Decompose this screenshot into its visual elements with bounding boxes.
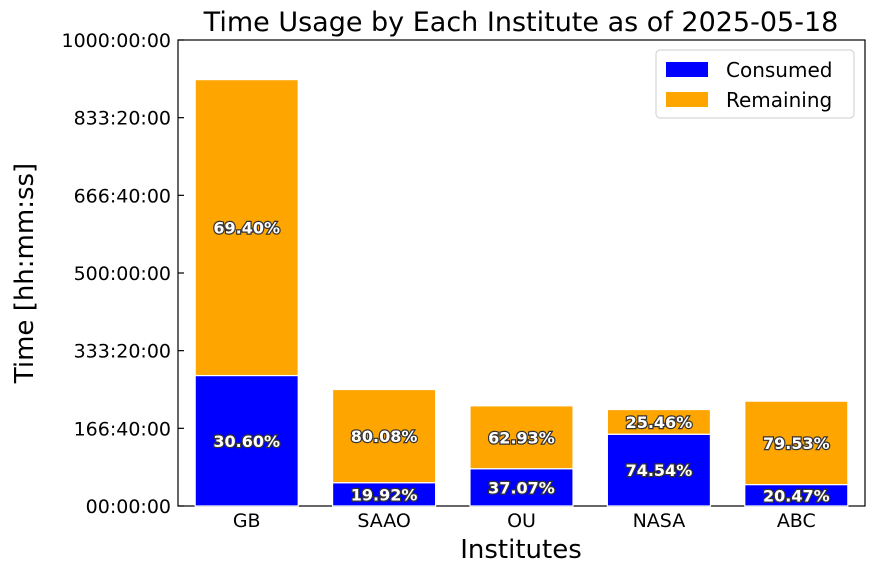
bar-percent-label: 19.92% — [351, 485, 418, 504]
bars — [194, 79, 849, 507]
legend-swatch-consumed — [666, 62, 708, 77]
bar-percent-label: 25.46% — [626, 413, 693, 432]
x-tick-label: SAAO — [357, 510, 411, 532]
y-tick-label: 166:40:00 — [74, 418, 171, 440]
bar-remaining-saao — [331, 388, 437, 484]
y-tick-label: 833:20:00 — [74, 108, 171, 130]
y-tick-label: 00:00:00 — [86, 496, 171, 518]
bar-percent-label: 62.93% — [488, 428, 555, 447]
y-tick-label: 666:40:00 — [74, 185, 171, 207]
bar-remaining-gb — [194, 79, 299, 377]
bar-percent-label: 69.40% — [213, 219, 280, 238]
bar-consumed-nasa — [606, 433, 712, 507]
x-axis-title: Institutes — [460, 535, 582, 565]
bar-percent-label: 74.54% — [626, 461, 693, 480]
legend-swatch-remaining — [666, 92, 708, 107]
legend-label-consumed: Consumed — [726, 58, 832, 82]
bar-percent-label: 80.08% — [351, 427, 418, 446]
bar-percent-label: 30.60% — [213, 432, 280, 451]
x-tick-label: NASA — [633, 510, 686, 532]
bar-remaining-nasa — [606, 408, 712, 435]
y-axis-title: Time [hh:mm:ss] — [10, 163, 40, 384]
chart-title: Time Usage by Each Institute as of 2025-… — [203, 7, 839, 38]
bar-remaining-abc — [744, 400, 849, 486]
bar-percent-label: 20.47% — [763, 486, 830, 505]
legend-label-remaining: Remaining — [726, 88, 832, 112]
x-tick-label: GB — [233, 510, 261, 532]
bar-remaining-ou — [469, 405, 574, 470]
x-tick-label: ABC — [777, 510, 816, 532]
y-tick-label: 500:00:00 — [74, 263, 171, 285]
bar-percent-label: 79.53% — [763, 434, 830, 453]
bar-labels: 30.60% 19.92% 37.07% 74.54% 20.47% 69.40% 80.0… — [212, 217, 831, 506]
y-tick-label: 1000:00:00 — [61, 30, 171, 52]
y-tick-label: 333:20:00 — [74, 341, 171, 363]
x-tick-label: OU — [507, 510, 536, 532]
axes: 00:00:00 166:40:00 333:20:00 500:00:00 666:4… — [61, 30, 866, 532]
bar-consumed-gb — [194, 374, 299, 507]
legend: Consumed Remaining — [655, 49, 855, 119]
bar-percent-label: 37.07% — [488, 478, 555, 497]
